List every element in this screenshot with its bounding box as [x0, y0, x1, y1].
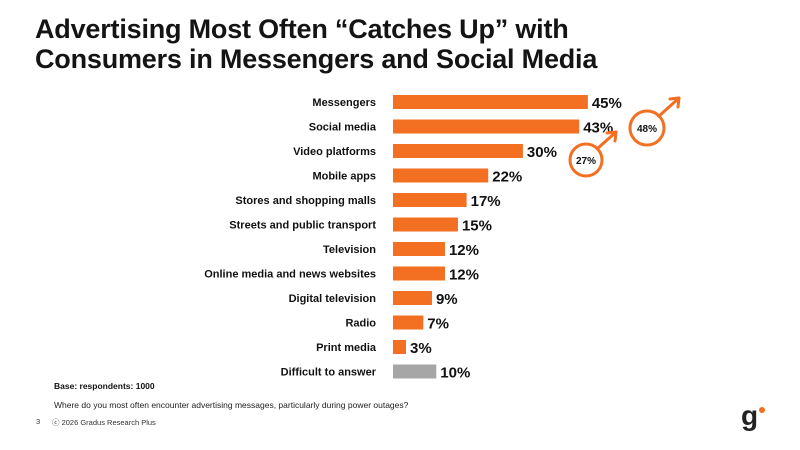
- category-label: Difficult to answer: [281, 367, 377, 379]
- bar-5: [393, 193, 467, 207]
- category-label: Messengers: [312, 97, 376, 109]
- survey-question: Where do you most often encounter advert…: [54, 400, 409, 410]
- value-label: 45%: [592, 95, 622, 112]
- value-label: 9%: [436, 291, 458, 308]
- category-label: Online media and news websites: [204, 269, 376, 281]
- value-label: 3%: [410, 340, 432, 357]
- logo-dot: [759, 407, 765, 413]
- category-label: Stores and shopping malls: [235, 195, 376, 207]
- annotation-arrow-head: [668, 96, 681, 109]
- bar-10: [393, 315, 424, 330]
- bar-4: [393, 168, 489, 183]
- gradus-logo: g: [741, 400, 765, 431]
- category-label: Streets and public transport: [229, 220, 376, 232]
- annotation-circle: [628, 109, 666, 147]
- annotation-arrow-shaft: [595, 130, 618, 151]
- male-symbol-icon: 27%: [568, 130, 618, 178]
- value-label: 30%: [527, 144, 557, 161]
- category-label: Television: [323, 244, 376, 256]
- annotation-label: 48%: [637, 124, 657, 135]
- value-label: 12%: [449, 242, 479, 259]
- category-label: Digital television: [289, 293, 377, 305]
- category-label: Video platforms: [293, 146, 376, 158]
- bar-8: [393, 266, 445, 281]
- bar-1: [393, 95, 588, 109]
- bar-12: [393, 364, 437, 379]
- title-line-1: Advertising Most Often “Catches Up” with: [35, 14, 569, 44]
- category-label: Radio: [345, 318, 376, 330]
- bar-11: [393, 340, 406, 354]
- category-label: Print media: [316, 342, 377, 354]
- bar-9: [393, 291, 432, 305]
- page-number: 3: [36, 417, 41, 426]
- bar-6: [393, 217, 458, 232]
- value-label: 12%: [449, 267, 479, 284]
- category-label: Social media: [309, 122, 377, 134]
- copyright-text: ⓒ 2026 Gradus Research Plus: [52, 418, 156, 427]
- annotation-label: 27%: [576, 156, 596, 167]
- value-label: 22%: [492, 169, 522, 186]
- bar-3: [393, 144, 523, 158]
- page-title: Advertising Most Often “Catches Up” with…: [35, 14, 775, 74]
- bar-2: [393, 119, 580, 134]
- value-label: 7%: [427, 316, 449, 333]
- annotation-arrow-head: [605, 130, 618, 143]
- annotation-arrow-shaft: [657, 96, 681, 118]
- male-symbol-icon: 48%: [628, 96, 681, 147]
- annotation-circle: [568, 142, 604, 178]
- bar-7: [393, 242, 445, 256]
- title-line-2: Consumers in Messengers and Social Media: [35, 44, 598, 74]
- value-label: 15%: [462, 218, 492, 235]
- base-note: Base: respondents: 1000: [54, 381, 155, 391]
- value-label: 10%: [440, 365, 470, 382]
- category-label: Mobile apps: [312, 171, 376, 183]
- value-label: 17%: [471, 193, 501, 210]
- logo-letter: g: [741, 400, 758, 431]
